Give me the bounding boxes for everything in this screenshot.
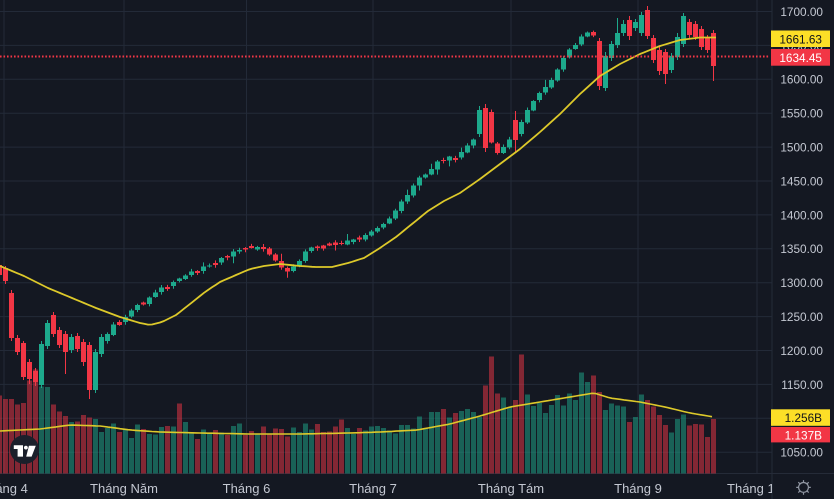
svg-text:1600.00: 1600.00	[780, 73, 823, 87]
svg-text:1500.00: 1500.00	[780, 141, 823, 155]
svg-text:1300.00: 1300.00	[780, 276, 823, 290]
svg-text:1150.00: 1150.00	[781, 378, 823, 392]
svg-text:1.137B: 1.137B	[785, 428, 823, 442]
svg-text:1700.00: 1700.00	[780, 5, 823, 19]
svg-text:1.256B: 1.256B	[785, 411, 823, 425]
svg-text:1450.00: 1450.00	[780, 174, 823, 188]
svg-text:Tháng Năm: Tháng Năm	[90, 481, 158, 496]
svg-text:Tháng 9: Tháng 9	[614, 481, 662, 496]
svg-text:1550.00: 1550.00	[780, 107, 823, 121]
svg-text:1634.45: 1634.45	[779, 51, 822, 65]
svg-text:1200.00: 1200.00	[780, 344, 823, 358]
svg-text:1400.00: 1400.00	[780, 208, 823, 222]
svg-text:Tháng Tám: Tháng Tám	[478, 481, 544, 496]
svg-text:1350.00: 1350.00	[780, 242, 823, 256]
svg-text:1250.00: 1250.00	[780, 310, 823, 324]
svg-text:Tháng 6: Tháng 6	[223, 481, 271, 496]
svg-text:1661.63: 1661.63	[779, 32, 822, 46]
svg-text:1050.00: 1050.00	[780, 446, 823, 460]
svg-text:Tháng 4: Tháng 4	[0, 481, 28, 496]
svg-text:Tháng 10: Tháng 10	[727, 481, 782, 496]
svg-text:Tháng 7: Tháng 7	[349, 481, 397, 496]
